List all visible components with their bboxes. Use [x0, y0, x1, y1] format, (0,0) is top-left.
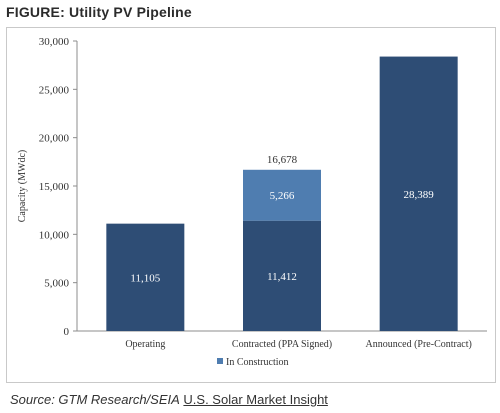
- chart-frame: 0 5,000 10,000 15,000 20,000 25,000 30,000 Capa…: [6, 27, 496, 383]
- bar-1-value-label: 11,105: [130, 272, 160, 284]
- y-tick-label: 10,000: [39, 229, 70, 241]
- x-tick-label: Operating: [125, 339, 165, 350]
- legend-swatch-in-construction: [217, 358, 223, 364]
- y-tick-label: 25,000: [39, 84, 70, 96]
- bar-2-base: [243, 220, 321, 331]
- source-line: Source: GTM Research/SEIA U.S. Solar Mar…: [10, 392, 328, 407]
- x-tick-label: Announced (Pre-Contract): [365, 339, 471, 350]
- y-tick-label: 5,000: [44, 278, 69, 290]
- bar-3-value-label: 28,389: [404, 189, 435, 201]
- y-tick-label: 0: [64, 326, 70, 338]
- chart: 0 5,000 10,000 15,000 20,000 25,000 30,000 Capa…: [17, 36, 487, 368]
- source-prefix: Source: GTM Research/SEIA: [10, 392, 180, 407]
- bar-3-base: [379, 56, 458, 331]
- y-tick-label: 30,000: [39, 36, 70, 48]
- bar-2-in-construction: [243, 169, 321, 221]
- x-tick-label: Contracted (PPA Signed): [232, 339, 332, 350]
- y-tick-label: 15,000: [39, 181, 70, 193]
- bar-1-base: [106, 223, 185, 331]
- legend-label-in-construction: In Construction: [226, 357, 289, 368]
- bar-2-total-label: 16,678: [267, 154, 298, 166]
- y-axis-title: Capacity (MWdc): [17, 150, 28, 222]
- bar-2-value-label: 11,412: [267, 271, 297, 283]
- source-link[interactable]: U.S. Solar Market Insight: [183, 392, 328, 407]
- y-tick-label: 20,000: [39, 133, 70, 145]
- figure-title: FIGURE: Utility PV Pipeline: [6, 4, 192, 20]
- bar-2-in-construction-label: 5,266: [270, 190, 295, 202]
